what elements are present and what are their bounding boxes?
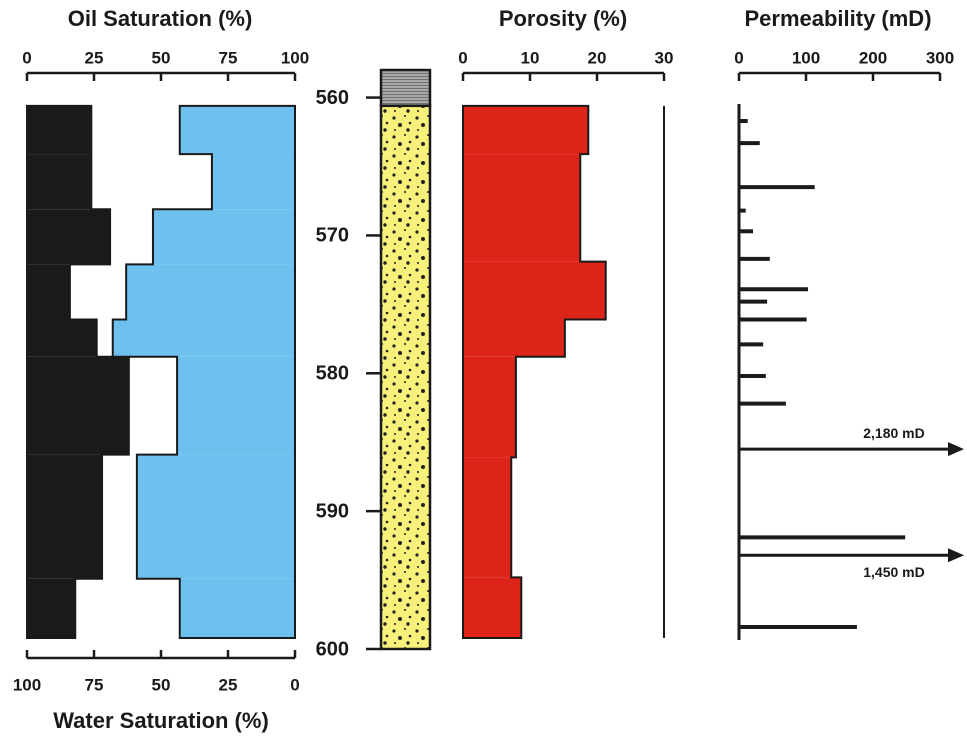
saturation-bar <box>27 356 129 455</box>
saturation-bar <box>126 264 295 320</box>
x-tick-label: 0 <box>22 48 31 67</box>
arrow-head <box>948 442 964 457</box>
x-tick-label: 10 <box>521 48 540 67</box>
x2-tick-label: 50 <box>152 675 171 694</box>
x-tick-label: 30 <box>655 48 674 67</box>
saturation-bar <box>27 154 92 210</box>
porosity-bar <box>463 154 581 262</box>
saturation-bar <box>27 264 70 320</box>
lithology-pattern <box>379 68 432 108</box>
value-label: 1,450 mD <box>863 564 924 580</box>
x-tick-label: 100 <box>281 48 309 67</box>
y-tick-label: 590 <box>316 500 349 522</box>
saturation-bar <box>27 105 92 155</box>
x-tick-label: 20 <box>588 48 607 67</box>
saturation-bar <box>211 154 295 210</box>
y-tick-label: 600 <box>316 638 349 660</box>
saturation-bar <box>179 578 295 638</box>
x-tick-label: 50 <box>152 48 171 67</box>
chart-title: Porosity (%) <box>499 6 627 31</box>
porosity-bar <box>463 261 606 320</box>
porosity-bar <box>463 457 512 578</box>
x-tick-label: 100 <box>792 48 820 67</box>
lithology-pattern <box>379 104 432 651</box>
x2-tick-label: 75 <box>85 675 104 694</box>
x-tick-label: 75 <box>219 48 238 67</box>
x-axis-title: Water Saturation (%) <box>53 708 269 733</box>
porosity-bar <box>463 356 516 458</box>
saturation-bar <box>136 454 295 579</box>
outline <box>26 104 130 639</box>
saturation-bar <box>152 209 295 265</box>
x-tick-label: 200 <box>859 48 887 67</box>
saturation-bar <box>112 319 295 357</box>
x-tick-label: 0 <box>458 48 467 67</box>
y-tick-label: 570 <box>316 225 349 247</box>
x2-tick-label: 25 <box>219 675 238 694</box>
saturation-bar <box>27 454 103 579</box>
saturation-bar <box>179 105 295 155</box>
saturation-bar <box>27 209 111 265</box>
x2-tick-label: 0 <box>290 675 299 694</box>
saturation-bar <box>27 319 97 357</box>
y-tick-label: 560 <box>316 87 349 109</box>
outline <box>462 104 607 639</box>
y-tick-label: 580 <box>316 363 349 385</box>
chart-title: Oil Saturation (%) <box>68 6 253 31</box>
chart-title: Permeability (mD) <box>744 6 931 31</box>
outline <box>111 104 296 639</box>
x-tick-label: 300 <box>926 48 954 67</box>
saturation-bar <box>177 356 295 455</box>
porosity-bar <box>463 319 565 357</box>
porosity-bar <box>463 577 522 638</box>
saturation-bar <box>27 578 76 638</box>
value-label: 2,180 mD <box>863 425 924 441</box>
x-tick-label: 25 <box>85 48 104 67</box>
x-tick-label: 0 <box>734 48 743 67</box>
porosity-bar <box>463 105 589 155</box>
x2-tick-label: 100 <box>13 675 41 694</box>
arrow-head <box>948 548 964 563</box>
